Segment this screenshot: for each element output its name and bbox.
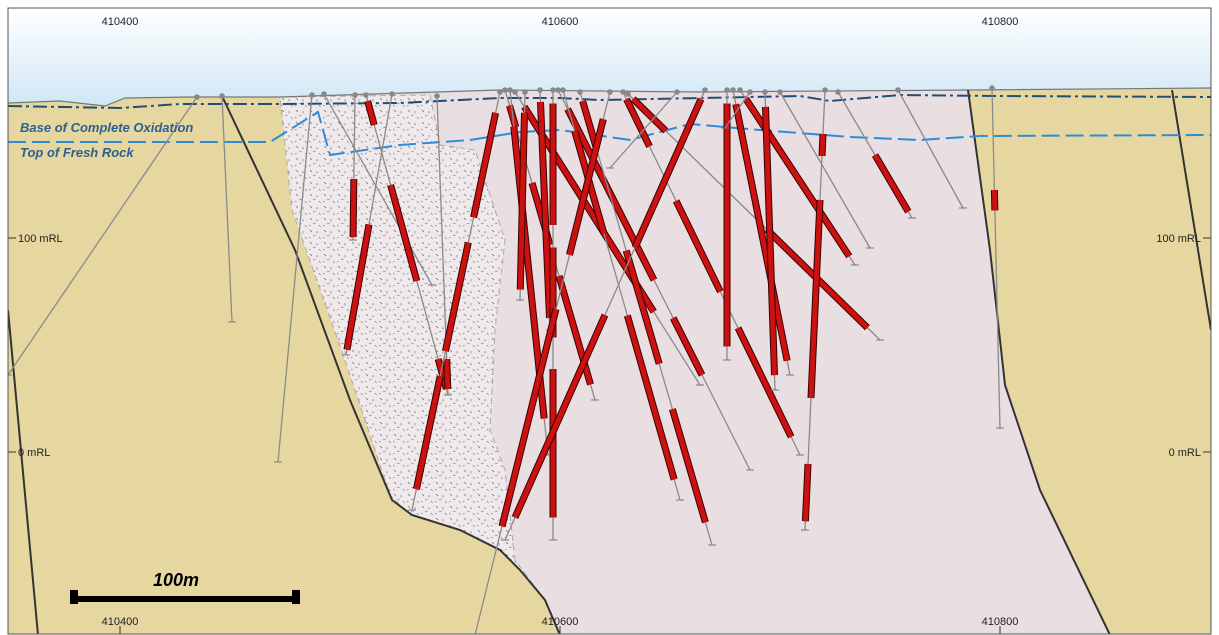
rl-label-left-100: 100 mRL [18, 233, 63, 245]
easting-label-top-3: 410800 [982, 16, 1019, 28]
grid-ticks [8, 237, 1211, 634]
drillhole-collar-5 [352, 92, 358, 98]
drillhole-collar-14 [537, 87, 543, 93]
mineral-intercept-9-3 [413, 375, 443, 490]
drillhole-collar-24 [724, 87, 730, 93]
drillhole-collar-18 [577, 89, 583, 95]
mineral-intercept-23-2 [512, 313, 608, 519]
mineral-intercept-21-1 [631, 97, 668, 133]
drillhole-collar-12 [512, 89, 518, 95]
mineral-intercept-16-1 [565, 107, 657, 282]
mineral-intercept-14-1 [538, 101, 552, 319]
mineral-intercept-7-1 [344, 224, 372, 351]
drillhole-collar-13 [522, 89, 528, 95]
drillhole-collar-15 [550, 87, 556, 93]
drillhole-trace-3 [277, 94, 313, 463]
drillhole-collar-28 [762, 89, 768, 95]
drillhole-trace-4 [323, 93, 433, 286]
drillhole-trace-32 [897, 89, 964, 209]
label-base-of-complete-oxidation: Base of Complete Oxidation [20, 120, 193, 135]
drillhole-group [8, 85, 1004, 634]
drillhole-collar-3 [309, 92, 315, 98]
drillhole-collar-21 [625, 91, 631, 97]
drillhole-trace-33 [991, 87, 1001, 429]
scale-bar: 100m [70, 570, 300, 604]
drillhole-collar-22 [674, 89, 680, 95]
mineral-intercept-18-2 [623, 249, 662, 365]
mineral-intercept-28-1 [763, 106, 777, 376]
mineral-intercept-25-1 [733, 103, 790, 362]
mineral-intercept-20-2 [673, 199, 723, 293]
easting-label-top-1: 410400 [102, 16, 139, 28]
label-top-of-fresh-rock: Top of Fresh Rock [20, 145, 134, 160]
mineral-intercept-31-1 [872, 153, 911, 213]
mineral-intercept-30-3 [802, 463, 811, 522]
drillhole-collar-31 [835, 89, 841, 95]
mineral-intercept-5-1 [350, 179, 357, 238]
drillhole-trace-22 [609, 91, 678, 169]
drillhole-collar-19 [607, 89, 613, 95]
drillhole-collar-33 [989, 85, 995, 91]
rl-label-right-0: 0 mRL [1169, 447, 1201, 459]
drillhole-collar-23 [702, 87, 708, 93]
rl-label-right-100: 100 mRL [1156, 233, 1201, 245]
easting-label-bottom-3: 410800 [982, 616, 1019, 628]
mineral-intercept-8-1 [444, 359, 451, 390]
base-of-complete-oxidation-line [8, 93, 1211, 110]
mineral-intercept-13-1 [517, 112, 527, 290]
drillhole-collar-6 [363, 92, 369, 98]
mineral-intercept-30-1 [819, 133, 826, 157]
drillhole-collar-8 [434, 93, 440, 99]
drillhole-collar-27 [747, 89, 753, 95]
drillhole-trace-29 [779, 91, 871, 249]
drillhole-collar-17 [560, 87, 566, 93]
drillhole-collar-26 [737, 87, 743, 93]
terrain-surface [8, 87, 1211, 107]
mineral-intercept-6-2 [388, 184, 420, 282]
drillhole-collar-4 [321, 91, 327, 97]
drillhole-collar-1 [194, 94, 200, 100]
drillhole-collar-2 [219, 93, 225, 99]
drillhole-collar-11 [507, 87, 513, 93]
mineral-intercept-23-1 [632, 97, 704, 249]
drillhole-collar-25 [730, 87, 736, 93]
drillhole-collar-10 [502, 87, 508, 93]
section-frame [7, 7, 1212, 635]
mineral-intercept-18-1 [580, 100, 599, 148]
drillhole-collar-20 [620, 89, 626, 95]
drillhole-trace-2 [221, 95, 233, 323]
easting-label-bottom-2: 410600 [542, 616, 579, 628]
easting-label-bottom-1: 410400 [102, 616, 139, 628]
mineral-intercept-9-1 [471, 112, 499, 218]
host-rock-left [8, 97, 560, 634]
mineral-intercept-17-2 [624, 314, 677, 481]
mineral-intercept-19-2 [499, 308, 559, 528]
drillhole-collar-16 [555, 87, 561, 93]
drillhole-collar-32 [895, 87, 901, 93]
scale-bar-label: 100m [153, 570, 199, 590]
fault-line-1 [221, 95, 561, 634]
rl-label-left-0: 0 mRL [18, 447, 50, 459]
drillhole-collar-30 [822, 87, 828, 93]
mineral-intercept-30-2 [808, 199, 823, 399]
mineral-intercept-18-3 [669, 408, 708, 524]
mineral-intercept-6-1 [365, 100, 377, 126]
drillhole-trace-27 [724, 91, 751, 129]
drillhole-collar-9 [497, 89, 503, 95]
drillhole-collar-7 [389, 91, 395, 97]
mineral-intercept-9-2 [442, 241, 471, 352]
mineral-intercept-16-2 [670, 316, 705, 377]
host-rock-right [968, 88, 1211, 634]
drillhole-trace-1 [8, 96, 198, 376]
fault-line-2 [967, 89, 1111, 634]
easting-label-top-2: 410600 [542, 16, 579, 28]
fault-line-3 [1171, 89, 1211, 331]
drillhole-collar-29 [777, 89, 783, 95]
fault-line-4 [8, 309, 39, 634]
mineral-intercept-20-3 [735, 326, 794, 438]
mineral-intercept-19-1 [567, 118, 606, 256]
mineral-intercept-20-1 [624, 98, 652, 148]
